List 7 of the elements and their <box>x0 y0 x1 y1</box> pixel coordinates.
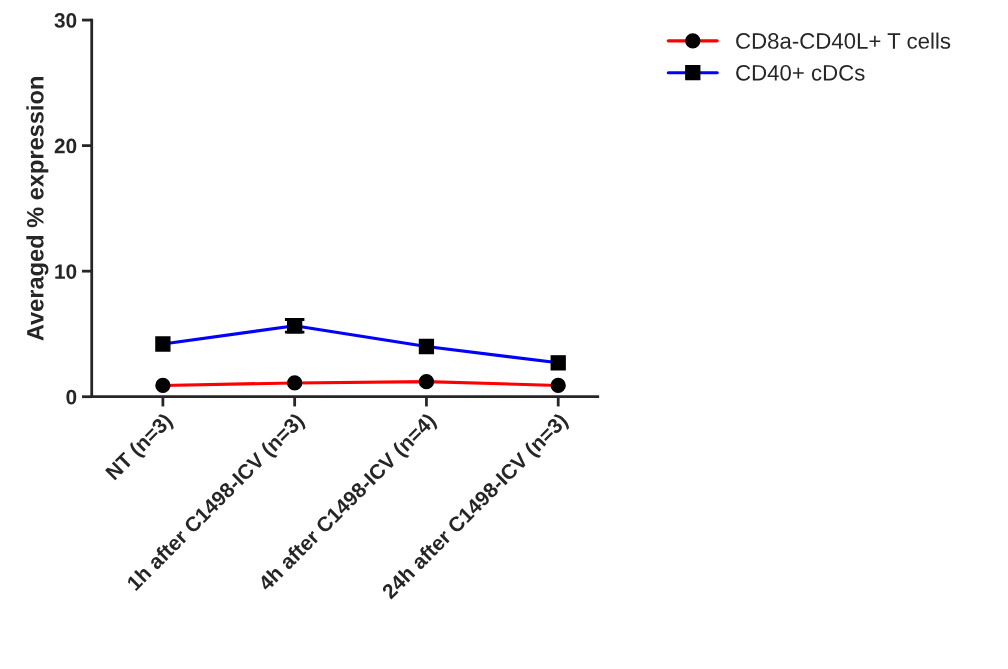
y-tick-label: 10 <box>55 264 77 279</box>
legend-label: CD8a-CD40L+ T cells <box>736 32 951 49</box>
legend-label: CD40+ cDCs <box>736 64 865 81</box>
y-tick-label: 0 <box>66 389 77 405</box>
y-tick-label: 30 <box>54 13 77 28</box>
y-axis-title: Averaged % expression <box>26 77 49 341</box>
y-tick-label: 20 <box>54 138 77 154</box>
